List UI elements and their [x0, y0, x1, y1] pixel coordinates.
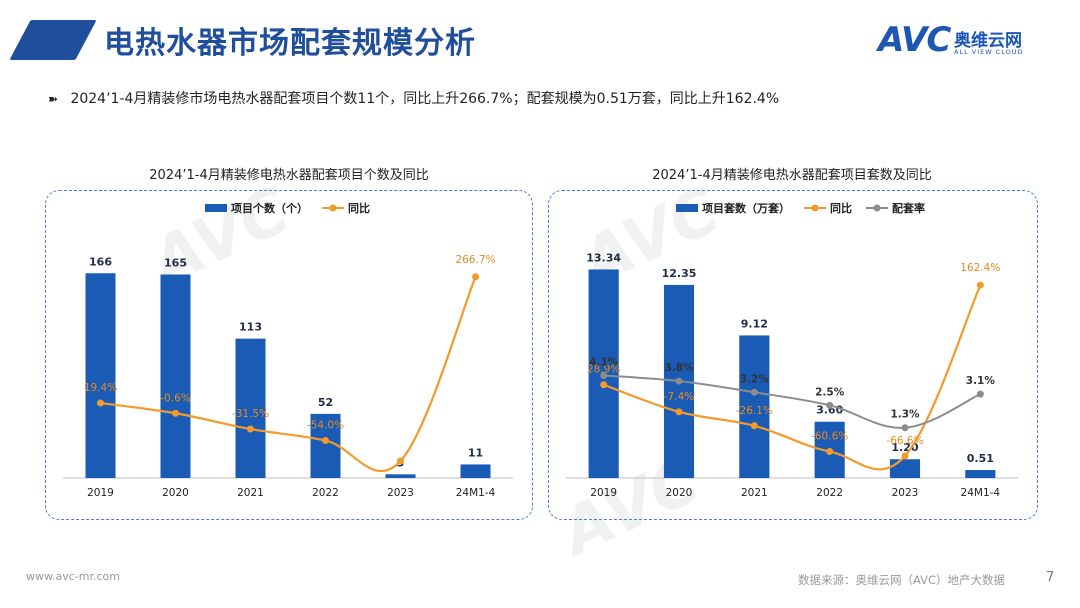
yoy-point	[600, 381, 608, 389]
left-chart-panel	[45, 190, 533, 520]
yoy-point	[675, 408, 683, 416]
rate-data-label: 4.1%	[589, 356, 619, 368]
rate-point	[976, 390, 984, 398]
rate-point	[750, 388, 758, 396]
yoy-data-label: 162.4%	[960, 262, 1000, 274]
x-tick-label: 2020	[666, 487, 693, 499]
yoy-point	[901, 452, 909, 460]
bar-data-label: 52	[318, 396, 333, 409]
rate-data-label: 3.2%	[740, 373, 770, 385]
bar	[160, 274, 191, 478]
yoy-point	[322, 437, 329, 445]
legend-swatch-bar	[676, 204, 698, 212]
yoy-data-label: 19.4%	[84, 382, 117, 394]
bar-data-label: 1.20	[891, 441, 918, 454]
x-tick-label: 2023	[892, 487, 919, 499]
left-chart: 项目个数（个）同比1662019165202011320215220223202…	[63, 201, 513, 499]
logo-en-text: ALL VIEW CLOUD	[954, 48, 1024, 56]
bar	[965, 470, 996, 478]
legend-swatch-marker	[811, 204, 819, 212]
x-tick-label: 2022	[312, 487, 339, 499]
rate-point	[675, 377, 683, 385]
x-tick-label: 2021	[237, 487, 264, 499]
rate-line	[603, 374, 981, 429]
x-tick-label: 2019	[87, 487, 114, 499]
x-tick-label: 2019	[590, 487, 617, 499]
yoy-point	[247, 425, 254, 433]
yoy-point	[97, 399, 104, 407]
rate-data-label: 1.3%	[890, 409, 920, 421]
title-banner-shape	[9, 20, 97, 60]
left-chart-title: 2024’1-4月精装修电热水器配套项目个数及同比	[149, 168, 429, 183]
bar-data-label: 166	[89, 255, 112, 268]
right-chart: 项目套数（万套） 同比 配套率 13.34 2019 12.35 2020 9.12 2021 3…	[566, 201, 1018, 499]
yoy-point	[172, 409, 179, 417]
bar	[889, 459, 921, 478]
yoy-data-label: 266.7%	[455, 254, 495, 266]
logo-mark: AVC	[878, 20, 951, 60]
x-tick-label: 2021	[741, 487, 768, 499]
legend-swatch-bar	[205, 204, 227, 212]
x-tick-label: 2020	[162, 487, 189, 499]
yoy-data-label: 28.9%	[587, 364, 620, 376]
footer-source: 数据来源：奥维云网（AVC）地产大数据	[798, 573, 1006, 587]
yoy-data-label: -54.0%	[307, 420, 344, 432]
bar	[235, 338, 266, 478]
legend-label: 项目个数（个）	[231, 201, 308, 215]
yoy-point	[397, 457, 404, 465]
bar	[739, 335, 770, 478]
yoy-line	[100, 276, 477, 473]
legend-label: 项目套数（万套）	[702, 201, 790, 215]
bar-data-label: 12.35	[662, 267, 697, 280]
x-tick-label: 24M1-4	[961, 487, 1001, 499]
rate-point	[901, 424, 909, 432]
bar-data-label: 113	[239, 321, 262, 334]
yoy-data-label: -26.1%	[736, 405, 773, 417]
bar	[310, 413, 341, 478]
yoy-point	[472, 273, 479, 281]
yoy-data-label: -60.6%	[811, 431, 848, 443]
x-tick-label: 2023	[387, 487, 414, 499]
yoy-data-label: -66.6%	[886, 435, 923, 447]
yoy-point	[750, 422, 758, 430]
logo-cn-text: 奥维云网	[954, 31, 1022, 51]
rate-data-label: 3.8%	[664, 362, 694, 374]
page-title: 电热水器市场配套规模分析	[104, 26, 476, 61]
bar	[385, 474, 416, 478]
legend-label: 配套率	[892, 201, 925, 215]
legend-label: 同比	[830, 201, 852, 215]
bar	[85, 273, 116, 478]
rate-data-label: 2.5%	[815, 386, 845, 398]
right-chart-panel	[548, 190, 1038, 520]
page-number: 7	[1046, 570, 1055, 585]
legend-label: 同比	[348, 201, 370, 215]
yoy-data-label: -31.5%	[232, 408, 269, 420]
summary-text: 2024’1-4月精装修市场电热水器配套项目个数11个，同比上升266.7%；配…	[70, 91, 780, 107]
bar-data-label: 13.34	[586, 251, 621, 264]
bar-data-label: 9.12	[741, 317, 768, 330]
rate-point	[600, 371, 608, 379]
arrow-bullet-icon: ➽	[48, 92, 59, 106]
x-tick-label: 24M1-4	[456, 487, 496, 499]
yoy-point	[826, 448, 834, 456]
yoy-line	[603, 284, 982, 471]
rate-point	[826, 401, 834, 409]
right-chart-title: 2024’1-4月精装修电热水器配套项目套数及同比	[652, 168, 932, 183]
yoy-point	[976, 281, 984, 289]
bar	[460, 464, 491, 478]
rate-data-label: 3.1%	[966, 375, 996, 387]
yoy-data-label: -7.4%	[664, 391, 694, 403]
legend-swatch-marker	[873, 204, 881, 212]
legend-swatch-marker	[329, 204, 337, 212]
x-tick-label: 2022	[816, 487, 843, 499]
avc-logo: AVC 奥维云网 ALL VIEW CLOUD	[878, 20, 1058, 64]
summary-line: ➽ 2024’1-4月精装修市场电热水器配套项目个数11个，同比上升266.7%…	[48, 88, 779, 108]
footer-website: www.avc-mr.com	[26, 570, 120, 583]
bar-data-label: 11	[468, 446, 483, 459]
bar-data-label: 165	[164, 257, 187, 270]
bar-data-label: 0.51	[967, 452, 994, 465]
yoy-data-label: -0.6%	[160, 392, 190, 404]
